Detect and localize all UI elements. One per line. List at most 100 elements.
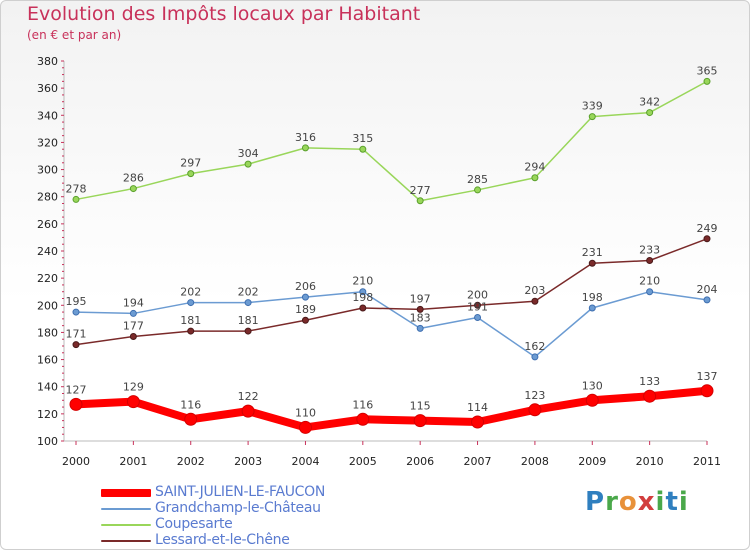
data-label-grandchamp: 210: [639, 275, 660, 288]
data-point-coupesarte: [244, 160, 252, 168]
chart-subtitle: (en € et par an): [27, 28, 122, 42]
x-tick-label: 2001: [119, 455, 147, 468]
data-point-grandchamp: [703, 296, 711, 304]
data-point-grandchamp: [301, 293, 309, 301]
series-line-lessard: [75, 238, 708, 346]
data-label-lessard: 171: [66, 328, 87, 341]
legend-label: SAINT-JULIEN-LE-FAUCON: [155, 484, 326, 500]
legend-swatch: [101, 540, 151, 542]
data-point-grandchamp: [129, 309, 137, 317]
data-label-grandchamp: 204: [697, 283, 718, 296]
y-tick-label: 200: [37, 299, 58, 312]
data-label-lessard: 200: [467, 288, 488, 301]
series-layer: [69, 77, 714, 434]
data-label-grandchamp: 210: [352, 275, 373, 288]
data-point-lessard: [531, 297, 539, 305]
y-tick-label: 220: [37, 272, 58, 285]
series-line-coupesarte: [75, 80, 708, 202]
data-point-saint-julien: [643, 389, 657, 403]
data-label-saint-julien: 130: [582, 379, 603, 392]
y-tick-label: 180: [37, 326, 58, 339]
data-point-lessard: [416, 305, 424, 313]
y-tick-label: 340: [37, 109, 58, 122]
data-label-saint-julien: 114: [467, 401, 488, 414]
data-label-lessard: 198: [352, 291, 373, 304]
data-label-coupesarte: 277: [410, 184, 431, 197]
y-tick-label: 240: [37, 245, 58, 258]
data-point-saint-julien: [528, 403, 542, 417]
data-point-saint-julien: [69, 397, 83, 411]
data-point-coupesarte: [474, 186, 482, 194]
data-point-grandchamp: [646, 288, 654, 296]
data-point-grandchamp: [474, 314, 482, 321]
data-label-coupesarte: 285: [467, 173, 488, 186]
data-label-lessard: 197: [410, 292, 431, 305]
data-label-saint-julien: 133: [639, 375, 660, 388]
data-label-saint-julien: 122: [238, 390, 259, 403]
data-point-grandchamp: [72, 308, 80, 316]
data-label-lessard: 231: [582, 246, 603, 259]
data-label-lessard: 189: [295, 303, 316, 316]
data-labels-layer: 127 129 116 122 110 116 115 114 123 130 133 137 195 1…: [66, 64, 718, 419]
series-line-grandchamp: [75, 290, 708, 358]
legend-swatch: [101, 524, 151, 526]
data-label-coupesarte: 294: [524, 161, 545, 174]
data-point-coupesarte: [359, 145, 367, 153]
chart-title: Evolution des Impôts locaux par Habitant: [27, 3, 421, 25]
data-point-lessard: [244, 327, 252, 335]
data-point-lessard: [72, 341, 80, 349]
data-point-grandchamp: [244, 299, 252, 307]
data-label-saint-julien: 137: [697, 370, 718, 383]
data-label-grandchamp: 202: [238, 286, 259, 299]
data-label-grandchamp: 191: [467, 301, 488, 314]
data-label-grandchamp: 198: [582, 291, 603, 304]
data-label-lessard: 177: [123, 320, 144, 333]
data-label-lessard: 233: [639, 244, 660, 257]
data-label-grandchamp: 162: [524, 340, 545, 353]
data-point-coupesarte: [588, 113, 596, 121]
y-tick-label: 140: [37, 381, 58, 394]
y-tick-label: 100: [37, 435, 58, 448]
data-point-grandchamp: [416, 324, 424, 332]
data-point-saint-julien: [241, 404, 255, 418]
y-tick-label: 380: [37, 55, 58, 68]
data-label-grandchamp: 202: [180, 286, 201, 299]
data-label-coupesarte: 286: [123, 172, 144, 185]
data-point-coupesarte: [703, 77, 711, 85]
data-point-saint-julien: [413, 414, 427, 428]
series-line-saint-julien: [75, 386, 708, 432]
data-label-lessard: 203: [524, 284, 545, 297]
legend-swatch: [101, 489, 151, 497]
y-tick-label: 360: [37, 82, 58, 95]
data-point-grandchamp: [588, 304, 596, 312]
data-label-lessard: 181: [238, 314, 259, 327]
data-point-saint-julien: [471, 415, 485, 429]
x-tick-label: 2003: [234, 455, 262, 468]
data-point-lessard: [703, 235, 711, 243]
x-tick-label: 2008: [521, 455, 549, 468]
x-tick-label: 2010: [636, 455, 664, 468]
data-point-coupesarte: [129, 185, 137, 193]
data-label-lessard: 249: [697, 222, 718, 235]
data-label-saint-julien: 129: [123, 381, 144, 394]
data-label-grandchamp: 206: [295, 280, 316, 293]
data-label-grandchamp: 195: [66, 295, 87, 308]
data-label-coupesarte: 316: [295, 131, 316, 144]
data-point-lessard: [187, 327, 195, 335]
data-point-coupesarte: [187, 170, 195, 178]
data-point-saint-julien: [356, 412, 370, 426]
x-tick-label: 2011: [693, 455, 721, 468]
data-point-coupesarte: [301, 144, 309, 152]
x-tick-label: 2000: [62, 455, 90, 468]
y-tick-label: 260: [37, 218, 58, 231]
data-label-saint-julien: 115: [410, 400, 431, 413]
y-tick-label: 320: [37, 136, 58, 149]
data-point-lessard: [588, 259, 596, 267]
data-point-lessard: [129, 333, 137, 340]
legend-label: Lessard-et-le-Chêne: [155, 532, 290, 548]
data-label-saint-julien: 127: [66, 383, 87, 396]
data-point-saint-julien: [184, 412, 198, 426]
x-tick-label: 2002: [177, 455, 205, 468]
